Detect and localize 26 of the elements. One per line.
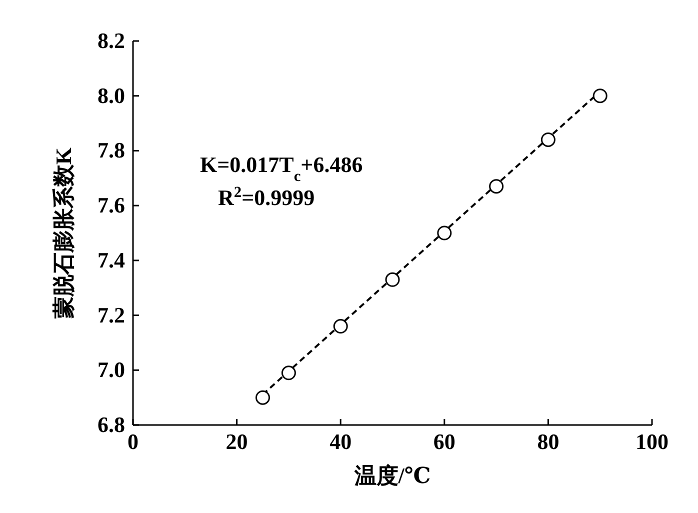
y-tick-label: 7.8 xyxy=(98,138,125,163)
point xyxy=(437,226,452,240)
annotation: R$^{2}$=0.9999 xyxy=(218,184,315,210)
point xyxy=(540,132,556,147)
point xyxy=(333,319,348,334)
y-tick-label: 7.4 xyxy=(98,247,125,272)
x-tick-label: 100 xyxy=(636,429,668,454)
y-tick-label: 7.6 xyxy=(98,192,125,218)
x-tick-label: 20 xyxy=(226,429,248,454)
point xyxy=(489,179,504,194)
y-tick-label: 6.8 xyxy=(98,412,125,437)
point xyxy=(592,88,608,104)
y-tick-label: 7.0 xyxy=(98,357,125,382)
y-axis-title: 蒙脱石膨胀系数K xyxy=(51,147,76,320)
point xyxy=(281,366,296,380)
y-tick-label: 7.2 xyxy=(98,302,125,328)
y-tick-label: 8.0 xyxy=(98,82,125,108)
x-tick-label: 0 xyxy=(128,429,138,454)
x-tick-label: 40 xyxy=(330,429,352,454)
y-tick-label: 8.2 xyxy=(98,28,125,53)
x-axis-title: 温度/℃ xyxy=(353,463,431,488)
x-tick-label: 60 xyxy=(433,429,456,454)
x-tick-label: 80 xyxy=(537,429,560,454)
annotation: K=0.017T$_{c}$+6.486 xyxy=(200,152,363,184)
point xyxy=(385,272,400,287)
point xyxy=(256,390,270,405)
